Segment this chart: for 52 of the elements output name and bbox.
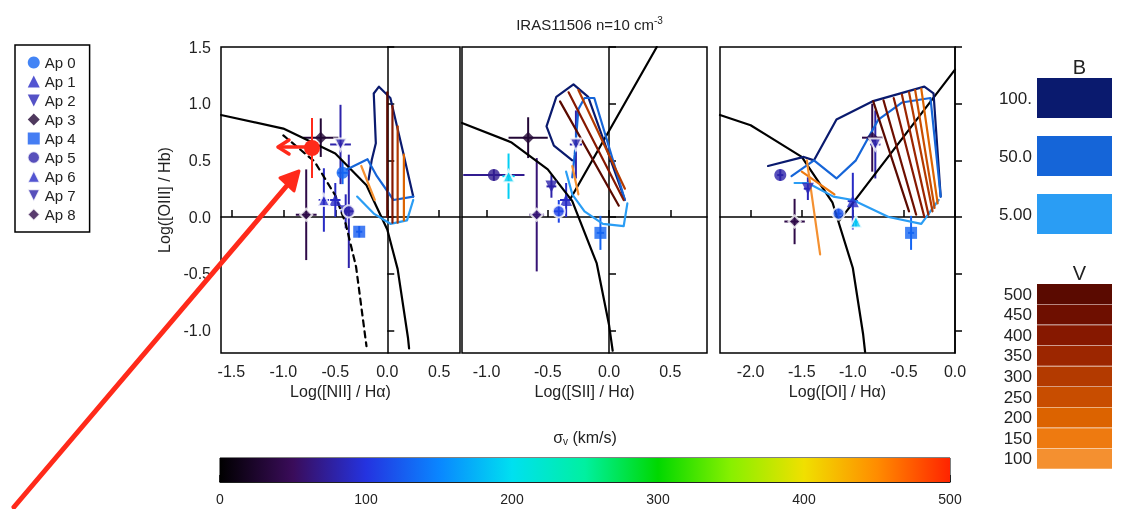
x-tick-label: 0.0 bbox=[597, 362, 621, 380]
legend-label: 350 bbox=[1003, 346, 1032, 366]
x-tick-label: -0.5 bbox=[890, 362, 918, 380]
color-bar-label: 300 bbox=[646, 491, 670, 507]
color-bar-label: 400 bbox=[792, 491, 816, 507]
legend-label: 50.0 bbox=[998, 146, 1032, 166]
color-bar-label: 0 bbox=[216, 491, 225, 507]
x-tick-label: -1.5 bbox=[217, 362, 246, 380]
color-bar-label: 500 bbox=[938, 491, 962, 507]
legend-label: 100. bbox=[998, 88, 1032, 108]
x-tick-label: 0.0 bbox=[943, 362, 967, 380]
legend-label: 150 bbox=[1003, 428, 1032, 448]
x-tick-label: -1.0 bbox=[269, 362, 298, 380]
legend-label: 5.00 bbox=[998, 204, 1032, 224]
x-axis-title: Log([OI] / Hα) bbox=[788, 383, 887, 401]
legend-label: Ap 8 bbox=[44, 206, 76, 223]
y-tick-label: 1.5 bbox=[188, 38, 212, 56]
legend-label: Ap 2 bbox=[44, 92, 76, 109]
y-tick-label: 1.0 bbox=[188, 95, 212, 113]
y-axis-title: Log([OIII] / Hb) bbox=[156, 147, 174, 253]
x-tick-label: -1.0 bbox=[472, 362, 501, 380]
legend-label: Ap 5 bbox=[44, 149, 76, 166]
y-tick-label: 0.5 bbox=[188, 151, 212, 169]
legend-label: 200 bbox=[1003, 408, 1032, 428]
x-tick-label: -2.0 bbox=[736, 362, 765, 380]
x-tick-label: -1.0 bbox=[839, 362, 867, 380]
legend-label: 300 bbox=[1003, 366, 1032, 386]
legend-title: V bbox=[1072, 262, 1087, 284]
legend-label: Ap 7 bbox=[44, 187, 76, 204]
x-tick-label: -1.5 bbox=[787, 362, 816, 380]
x-tick-label: -0.5 bbox=[321, 362, 350, 380]
legend-label: Ap 0 bbox=[44, 54, 76, 71]
color-bar-label: 100 bbox=[354, 491, 378, 507]
legend-title: B bbox=[1072, 56, 1087, 78]
legend-label: 100 bbox=[1003, 449, 1032, 469]
x-tick-label: 0.5 bbox=[659, 362, 682, 380]
color-bar-label: 200 bbox=[500, 491, 524, 507]
legend-label: 500 bbox=[1003, 284, 1032, 304]
legend-label: Ap 3 bbox=[44, 111, 76, 128]
x-tick-label: 0.0 bbox=[376, 362, 399, 380]
y-tick-label: 0.0 bbox=[188, 208, 212, 226]
y-tick-label: -1.0 bbox=[183, 321, 212, 339]
legend-label: 250 bbox=[1003, 387, 1032, 407]
legend-label: 400 bbox=[1003, 325, 1032, 345]
x-tick-label: 0.5 bbox=[428, 362, 451, 380]
legend-label: Ap 6 bbox=[44, 168, 76, 185]
legend-label: Ap 1 bbox=[44, 73, 76, 90]
x-axis-title: Log([SII] / Hα) bbox=[534, 383, 635, 401]
legend-label: Ap 4 bbox=[44, 130, 76, 147]
x-tick-label: -0.5 bbox=[533, 362, 562, 380]
legend-label: 450 bbox=[1003, 305, 1032, 325]
x-axis-title: Log([NII] / Hα) bbox=[290, 383, 391, 401]
